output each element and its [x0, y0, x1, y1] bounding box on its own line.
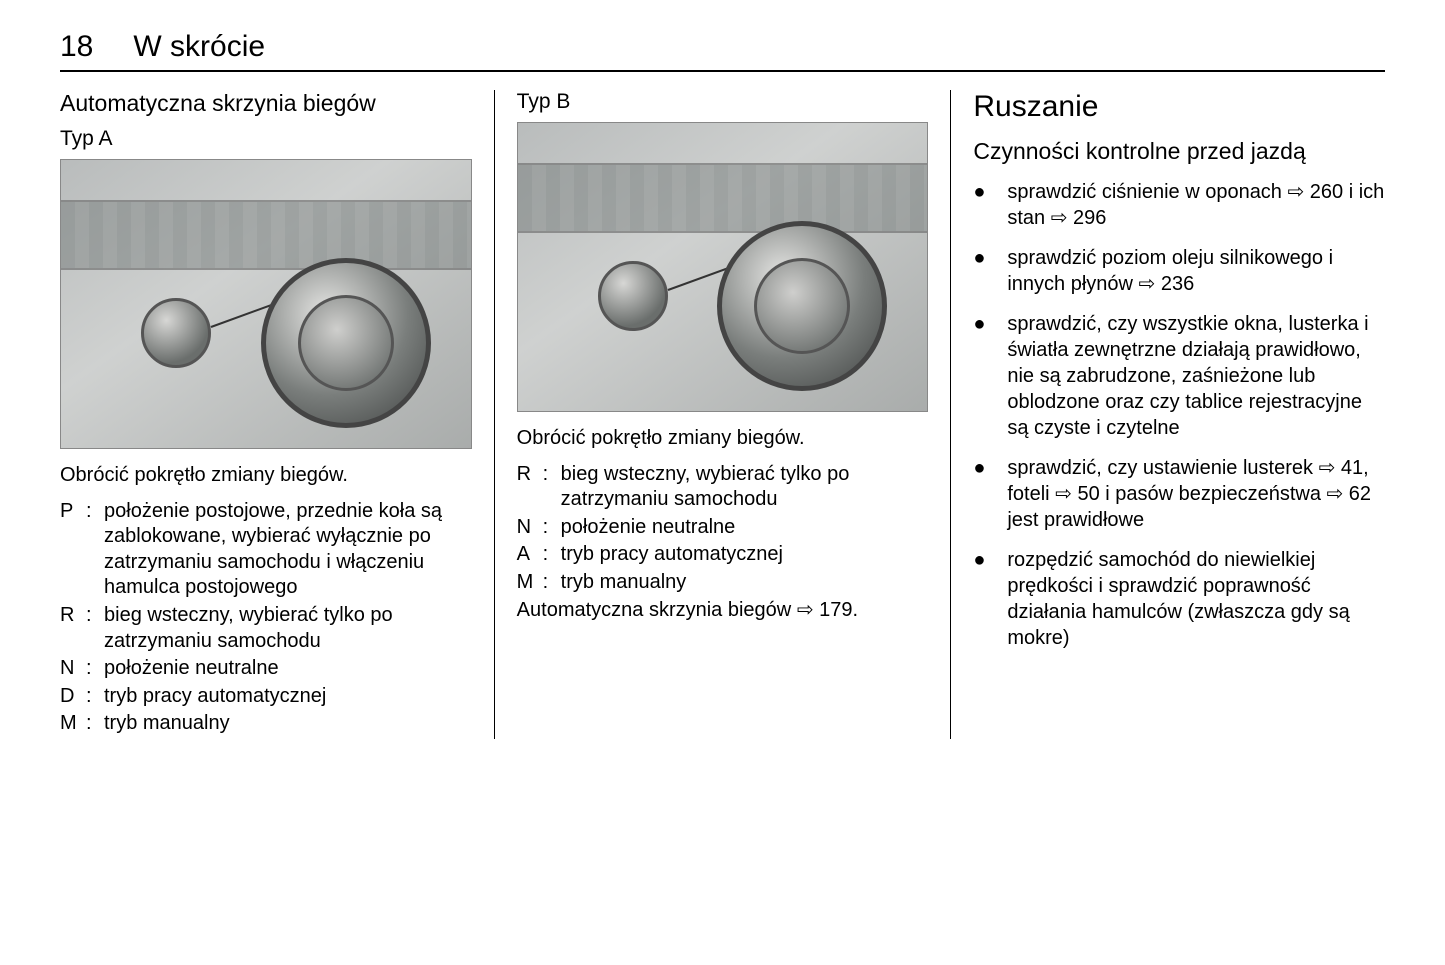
gear-knob-zoom: [261, 258, 431, 428]
list-item-text: rozpędzić samochód do niewielkiej prędko…: [1007, 547, 1385, 651]
col1-instruction: Obrócić pokrętło zmiany biegów.: [60, 463, 472, 489]
def-term: N: [60, 656, 86, 682]
list-item: ● sprawdzić poziom oleju silnikowego i i…: [973, 245, 1385, 297]
list-item-text: sprawdzić, czy wszystkie okna, lusterka …: [1007, 311, 1385, 441]
def-colon: :: [86, 603, 104, 629]
column-3: Ruszanie Czynności kontrolne przed jazdą…: [950, 90, 1385, 739]
col3-subheading: Czynności kontrolne przed jazdą: [973, 138, 1385, 165]
def-row: A : tryb pracy automatycznej: [517, 542, 929, 568]
def-row: M : tryb manualny: [517, 570, 929, 596]
def-row: N : położenie neutralne: [517, 515, 929, 541]
def-row: R : bieg wsteczny, wybierać tylko po zat…: [517, 462, 929, 513]
list-item: ● rozpędzić samochód do niewielkiej pręd…: [973, 547, 1385, 651]
gear-knob-small: [141, 298, 211, 368]
def-desc: położenie neutralne: [561, 515, 929, 541]
def-row: D : tryb pracy automatycznej: [60, 684, 472, 710]
col3-heading: Ruszanie: [973, 90, 1385, 124]
dashboard-strip: [61, 200, 471, 270]
def-colon: :: [86, 499, 104, 525]
col1-heading: Automatyczna skrzynia biegów: [60, 90, 472, 117]
def-term: R: [60, 603, 86, 629]
list-item-text: sprawdzić poziom oleju silnikowego i inn…: [1007, 245, 1385, 297]
bullet-icon: ●: [973, 179, 1007, 205]
column-1: Automatyczna skrzynia biegów Typ A Obróc…: [60, 90, 494, 739]
def-desc: tryb pracy automatycznej: [104, 684, 472, 710]
col1-definition-list: P : położenie postojowe, przednie koła s…: [60, 499, 472, 737]
def-term: A: [517, 542, 543, 568]
def-desc: tryb manualny: [104, 711, 472, 737]
col2-type-label: Typ B: [517, 90, 929, 114]
list-item: ● sprawdzić, czy ustawienie lusterek ⇨ 4…: [973, 455, 1385, 533]
list-item-text: sprawdzić ciśnienie w oponach ⇨ 260 i ic…: [1007, 179, 1385, 231]
def-desc: tryb manualny: [561, 570, 929, 596]
list-item: ● sprawdzić, czy wszystkie okna, lusterk…: [973, 311, 1385, 441]
figure-type-b: [517, 122, 929, 412]
list-item: ● sprawdzić ciśnienie w oponach ⇨ 260 i …: [973, 179, 1385, 231]
def-colon: :: [543, 462, 561, 488]
def-colon: :: [86, 711, 104, 737]
def-colon: :: [86, 684, 104, 710]
def-term: N: [517, 515, 543, 541]
figure-type-a: [60, 159, 472, 449]
bullet-icon: ●: [973, 547, 1007, 573]
def-colon: :: [543, 542, 561, 568]
def-term: P: [60, 499, 86, 525]
def-colon: :: [543, 570, 561, 596]
def-row: P : położenie postojowe, przednie koła s…: [60, 499, 472, 601]
col1-type-label: Typ A: [60, 127, 472, 151]
def-desc: położenie neutralne: [104, 656, 472, 682]
def-term: M: [517, 570, 543, 596]
def-desc: bieg wsteczny, wybierać tylko po zatrzym…: [561, 462, 929, 513]
bullet-icon: ●: [973, 455, 1007, 481]
def-colon: :: [86, 656, 104, 682]
def-desc: bieg wsteczny, wybierać tylko po zatrzym…: [104, 603, 472, 654]
page-reference-179[interactable]: ⇨ 179.: [797, 599, 858, 621]
def-row: N : położenie neutralne: [60, 656, 472, 682]
bullet-icon: ●: [973, 311, 1007, 337]
def-term: R: [517, 462, 543, 488]
gear-knob-small: [598, 261, 668, 331]
content-columns: Automatyczna skrzynia biegów Typ A Obróc…: [60, 90, 1385, 739]
def-row: R : bieg wsteczny, wybierać tylko po zat…: [60, 603, 472, 654]
col2-footer-text: Automatyczna skrzynia biegów: [517, 599, 797, 621]
checklist: ● sprawdzić ciśnienie w oponach ⇨ 260 i …: [973, 179, 1385, 651]
gear-knob-zoom: [717, 221, 887, 391]
def-colon: :: [543, 515, 561, 541]
col2-footer: Automatyczna skrzynia biegów ⇨ 179.: [517, 598, 929, 624]
col2-definition-list: R : bieg wsteczny, wybierać tylko po zat…: [517, 462, 929, 596]
dashboard-strip: [518, 163, 928, 233]
def-desc: tryb pracy automatycznej: [561, 542, 929, 568]
list-item-text: sprawdzić, czy ustawienie lusterek ⇨ 41,…: [1007, 455, 1385, 533]
bullet-icon: ●: [973, 245, 1007, 271]
col2-instruction: Obrócić pokrętło zmiany biegów.: [517, 426, 929, 452]
def-term: M: [60, 711, 86, 737]
def-term: D: [60, 684, 86, 710]
def-row: M : tryb manualny: [60, 711, 472, 737]
page-header: 18 W skrócie: [60, 30, 1385, 72]
column-2: Typ B Obrócić pokrętło zmiany biegów. R …: [494, 90, 951, 739]
def-desc: położenie postojowe, przednie koła są za…: [104, 499, 472, 601]
page-number: 18: [60, 30, 93, 64]
section-title: W skrócie: [133, 30, 265, 64]
